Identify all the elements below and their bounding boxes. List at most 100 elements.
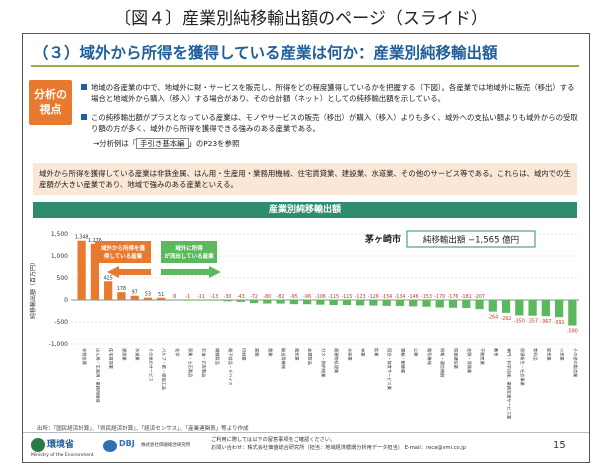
x-tick-label: 住宅賃貸業 (108, 348, 115, 370)
bar (342, 300, 352, 306)
total-box (406, 230, 536, 248)
x-tick-label: その他のサービス (147, 348, 154, 382)
x-tick-label: 非鉄金属 (81, 348, 88, 365)
x-tick-label: パルプ・紙・紙加工品 (161, 348, 168, 390)
bar (183, 300, 192, 301)
total-net-export: 純移輸出額 −1,565 億円 (423, 235, 519, 246)
x-tick-label: 情報・通信機器 (439, 348, 446, 378)
y-axis-label: 純移輸出額（百万円） (29, 259, 37, 319)
bar (77, 240, 86, 300)
bar (276, 300, 285, 304)
x-tick-label: 専門・科学技術、業務支援サービス業 (506, 348, 513, 420)
data-label: -153 (421, 294, 432, 300)
title-divider (31, 65, 579, 67)
bar (236, 300, 245, 302)
x-tick-label: その他の製造業 (572, 348, 579, 378)
analysis-viewpoint-label: 分析の 視点 (29, 80, 72, 125)
x-tick-label: 水産業 (346, 348, 353, 361)
data-label: 425 (104, 275, 113, 281)
bar (249, 300, 259, 304)
data-label: -350 (514, 318, 525, 324)
data-label: -43 (237, 294, 245, 300)
x-tick-label: 繊維製品 (214, 348, 221, 365)
x-tick-label: 保健衛生・社会事業 (519, 348, 526, 387)
moe-english-name: Ministry of the Environment (31, 453, 94, 458)
contact-line: ご利用に際しては以下の留意事項をご確認ください。 (211, 437, 336, 443)
x-tick-label: 化学 (174, 348, 181, 356)
data-label: -170 (434, 294, 445, 300)
data-label: -134 (381, 294, 392, 300)
negative-annotation-text-line2: が流出している産業 (164, 252, 214, 260)
data-label: -580 (567, 329, 578, 335)
bar (329, 300, 338, 306)
bar (210, 300, 219, 301)
slide-title: （３）域外から所得を獲得している産業は何か：産業別純移輸出額 (33, 44, 498, 62)
data-label: 53 (145, 292, 151, 298)
bar (196, 300, 206, 301)
bar (435, 300, 444, 308)
x-tick-label: 水道業 (134, 348, 141, 361)
data-label: -96 (303, 294, 311, 300)
bar (263, 300, 272, 304)
data-label: -123 (355, 294, 366, 300)
x-tick-label: 金属製品 (307, 348, 314, 365)
x-tick-label: 農業 (267, 348, 274, 357)
x-tick-label: 石油・石炭製品 (201, 348, 208, 377)
data-label: 0 (173, 294, 176, 300)
bar (488, 300, 497, 312)
region-name: 茅ヶ崎市 (365, 233, 401, 245)
data-label: -106 (315, 294, 326, 300)
y-tick-label: -500 (54, 319, 68, 326)
bullet-text: この純移輸出額がプラスとなっている産業は、モノやサービスの販売（移出）が購入（移… (91, 113, 578, 133)
data-label: -13 (210, 294, 218, 300)
footer-divider (23, 432, 589, 433)
x-tick-label: 小売業 (559, 348, 566, 361)
bar (289, 300, 298, 305)
right-arrow-icon (161, 266, 221, 278)
positive-annotation-text-line2: 得している産業 (103, 252, 143, 260)
bar (422, 300, 431, 307)
data-label: -207 (474, 294, 485, 300)
bar (130, 295, 139, 300)
data-label: -115 (328, 294, 339, 300)
bar (356, 300, 365, 306)
data-label: -176 (448, 294, 459, 300)
data-label: 51 (158, 292, 164, 298)
bar (90, 243, 100, 300)
x-tick-label: 卸売業 (545, 348, 552, 361)
view-label-line1: 分析の (34, 88, 67, 101)
y-tick-label: 0 (64, 297, 68, 304)
page-number: 15 (553, 440, 566, 451)
ref-guidebook-link[interactable]: 手引き基本編 (136, 138, 189, 149)
view-label-line2: 視点 (39, 103, 62, 116)
moe-name: 環境省 (47, 440, 75, 450)
data-label: -95 (290, 294, 298, 300)
data-label: -367 (540, 319, 551, 325)
data-label: -72 (250, 294, 258, 300)
figure-caption: 〔図４〕産業別純移輸出額のページ（スライド） (114, 9, 488, 29)
x-tick-label: はん用・生産用・業務用機械 (94, 348, 101, 403)
bar (157, 297, 166, 300)
x-tick-label: 金融・保険業 (466, 348, 473, 374)
y-tick-label: 1,000 (51, 253, 68, 260)
x-tick-label: 電気機械 (426, 348, 433, 366)
dbj-logo-icon (103, 440, 117, 452)
data-label: -115 (341, 294, 352, 300)
dbj-name: DBJ (119, 439, 135, 448)
x-tick-label: 情報通信業 (453, 348, 460, 370)
y-tick-label: 1,500 (51, 231, 68, 238)
bar (143, 297, 153, 300)
bar (515, 300, 524, 316)
x-tick-label: 印刷業 (240, 348, 247, 361)
x-tick-label: 宿泊・飲食サービス業 (386, 348, 393, 391)
data-label: 1,348 (75, 235, 89, 241)
data-label: -134 (395, 294, 406, 300)
x-tick-label: 電気業 (293, 348, 300, 361)
bar (316, 300, 325, 305)
data-label: -1 (185, 294, 190, 300)
data-label: -82 (277, 294, 285, 300)
data-label: 1,276 (88, 238, 102, 244)
source-note: 出所：「国民経済計算」、「県民経済計算」、「経済センサス」、「産業連関表」等より… (37, 426, 249, 432)
data-label: -30 (224, 294, 232, 300)
data-label: -357 (527, 319, 538, 325)
